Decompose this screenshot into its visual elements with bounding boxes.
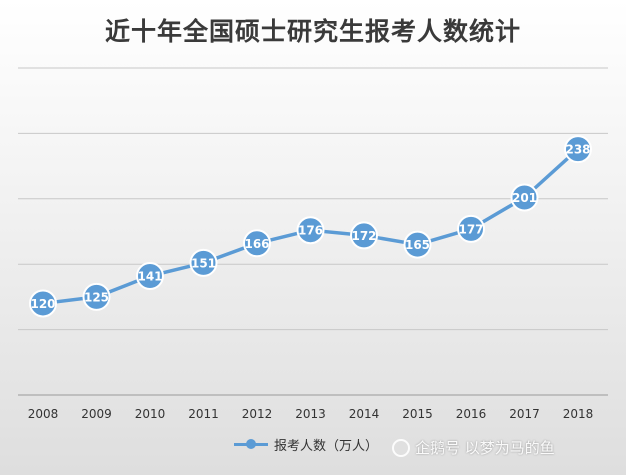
data-point [136, 261, 164, 290]
data-point [510, 183, 539, 212]
data-point [189, 248, 218, 277]
x-tick-label: 2013 [295, 407, 326, 421]
x-tick-label: 2015 [402, 407, 433, 421]
data-label: 141 [137, 269, 162, 283]
data-point [82, 282, 111, 311]
data-label: 165 [405, 238, 430, 252]
data-label: 238 [565, 143, 590, 157]
x-tick-label: 2014 [349, 407, 380, 421]
x-tick-label: 2009 [81, 407, 112, 421]
data-point [350, 221, 378, 250]
data-point [29, 289, 57, 318]
data-point [403, 230, 432, 259]
x-tick-label: 2012 [242, 407, 273, 421]
data-label: 177 [458, 222, 483, 236]
x-tick-label: 2011 [188, 407, 219, 421]
x-tick-label: 2016 [456, 407, 487, 421]
data-label: 151 [191, 256, 216, 270]
penguin-icon [392, 438, 410, 457]
data-label: 120 [30, 297, 55, 311]
watermark-text: 企鹅号 以梦为马的鱼 [415, 439, 555, 457]
watermark: 企鹅号 以梦为马的鱼 [392, 437, 555, 458]
data-point [243, 229, 271, 258]
legend: 报考人数（万人） [234, 433, 378, 455]
x-tick-label: 2010 [135, 407, 166, 421]
data-label: 166 [244, 237, 269, 251]
data-point [296, 216, 325, 245]
x-tick-label: 2017 [509, 407, 540, 421]
x-tick-labels: 2008 2009 2010 2011 2012 2013 2014 2015 2016 2017… [28, 407, 594, 421]
data-label: 125 [84, 290, 109, 304]
gridlines [18, 67, 608, 396]
data-label: 176 [298, 224, 323, 238]
series-layer: 120 125 141 151 166 176 172 165 177 201 238 [29, 135, 592, 318]
data-point [564, 135, 592, 164]
data-label: 172 [351, 229, 376, 243]
x-tick-label: 2018 [563, 407, 594, 421]
data-label: 201 [512, 191, 537, 205]
legend-swatch [234, 438, 268, 450]
data-point [457, 214, 485, 243]
chart-title: 近十年全国硕士研究生报考人数统计 [104, 17, 521, 46]
x-tick-label: 2008 [28, 407, 59, 421]
legend-label: 报考人数（万人） [274, 438, 379, 454]
